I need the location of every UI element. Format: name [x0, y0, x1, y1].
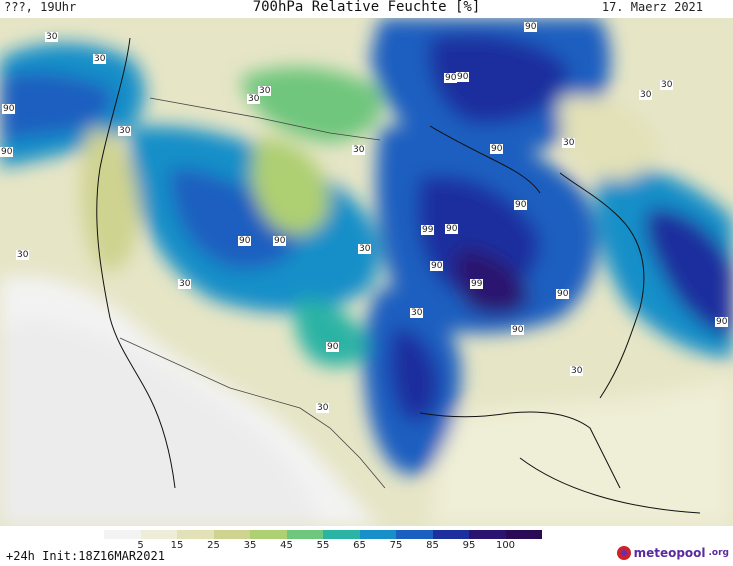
map-footer: 5 15 25 35 45 55 65 75 85 95 100 +24h Init:18Z16MA…	[0, 526, 733, 566]
contour-label: 30	[410, 308, 424, 318]
contour-label: 30	[358, 244, 372, 254]
legend-swatch	[396, 530, 433, 539]
legend-tick: 45	[280, 540, 293, 551]
contour-label: 99	[421, 225, 435, 235]
contour-label: 90	[490, 144, 504, 154]
contour-label: 30	[639, 90, 653, 100]
contour-label: 90	[430, 261, 444, 271]
legend-swatch	[250, 530, 287, 539]
contour-label: 90	[715, 317, 729, 327]
legend-swatch	[286, 530, 323, 539]
contour-label: 30	[247, 94, 261, 104]
contour-label: 30	[258, 86, 272, 96]
contour-label: 30	[178, 279, 192, 289]
map-title: 700hPa Relative Feuchte [%]	[252, 0, 481, 15]
contour-label: 99	[470, 279, 484, 289]
legend-tick: 95	[462, 540, 476, 551]
contour-label: 90	[556, 289, 570, 299]
legend-swatch	[505, 530, 542, 539]
contour-label: 30	[45, 32, 59, 42]
color-legend	[104, 530, 542, 539]
contour-label: 30	[316, 403, 330, 413]
contour-label: 30	[93, 54, 107, 64]
legend-swatch	[177, 530, 214, 539]
contour-label: 90	[456, 72, 470, 82]
contour-label: 90	[0, 147, 14, 157]
legend-tick: 100	[495, 540, 516, 551]
legend-swatch	[359, 530, 396, 539]
legend-tick: 75	[389, 540, 403, 551]
contour-label: 90	[273, 236, 287, 246]
contour-label: 30	[16, 250, 30, 260]
legend-swatch	[469, 530, 506, 539]
legend-swatch	[104, 530, 141, 539]
contour-label: 90	[511, 325, 525, 335]
coastlines	[96, 37, 701, 514]
valid-date-label: 17. Maerz 2021	[601, 0, 703, 14]
borders	[119, 97, 386, 489]
color-legend-ticks: 5 15 25 35 45 55 65 75 85 95 100	[104, 540, 624, 552]
legend-tick: 85	[426, 540, 439, 551]
meteopool-logo[interactable]: meteopool .org	[616, 546, 729, 560]
contour-label: 30	[570, 366, 584, 376]
legend-tick: 55	[316, 540, 330, 551]
init-time-label: +24h Init:18Z16MAR2021	[6, 549, 165, 563]
contour-label: 90	[2, 104, 16, 114]
legend-swatch	[213, 530, 250, 539]
legend-tick: 5	[137, 540, 144, 551]
contour-label: 90	[444, 73, 458, 83]
logo-text: meteopool	[633, 546, 706, 560]
contour-label: 30	[352, 145, 366, 155]
contour-label: 90	[445, 224, 459, 234]
valid-time-label: ???, 19Uhr	[4, 0, 77, 14]
legend-tick: 65	[353, 540, 366, 551]
legend-tick: 25	[207, 540, 220, 551]
legend-tick: 35	[243, 540, 257, 551]
contour-label: 30	[118, 126, 132, 136]
contour-label: 90	[238, 236, 252, 246]
logo-suffix: .org	[708, 548, 729, 558]
logo-icon	[616, 546, 631, 560]
legend-swatch	[140, 530, 177, 539]
contour-label: 90	[524, 22, 538, 32]
contour-label: 90	[514, 200, 528, 210]
legend-swatch	[432, 530, 469, 539]
legend-tick: 15	[170, 540, 184, 551]
contour-label: 30	[562, 138, 576, 148]
humidity-map: 30 30 90 30 30 30 30 90 90 90 90 90 30 3…	[0, 18, 733, 526]
legend-swatch	[323, 530, 360, 539]
map-header: ???, 19Uhr 700hPa Relative Feuchte [%] 1…	[0, 0, 733, 18]
humidity-field	[0, 18, 733, 526]
contour-label: 90	[326, 342, 340, 352]
contour-label: 30	[660, 80, 674, 90]
